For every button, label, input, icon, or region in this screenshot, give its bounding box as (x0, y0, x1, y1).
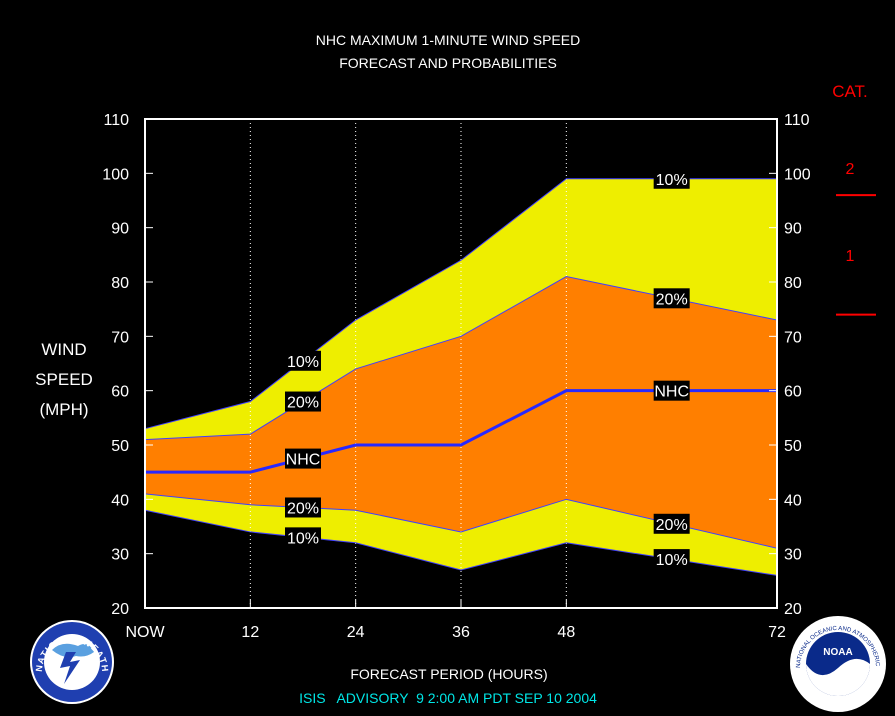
svg-text:20%: 20% (656, 517, 688, 534)
band-label-upper-10-60h: 10% (653, 168, 690, 189)
y-tick-label-right-60: 60 (784, 384, 802, 401)
y-tick-label-right-110: 110 (784, 112, 810, 129)
nhc-forecast-line (145, 389, 777, 474)
y-tick-label-right-70: 70 (784, 329, 802, 346)
vertical-gridlines (249, 119, 567, 608)
y-tick-label-right-30: 30 (784, 547, 802, 564)
band-label-nhc-60h: NHC (653, 380, 690, 401)
band-label-nhc-18h: NHC (285, 448, 321, 469)
y-axis-label-line-1: WIND (41, 340, 86, 359)
y-tick-label-left-70: 70 (111, 329, 129, 346)
x-axis-ticks: NOW 12 24 36 48 72 (125, 600, 786, 641)
line-upper-20 (144, 276, 778, 441)
x-tick-label-36: 36 (452, 624, 470, 641)
band-label-upper-10-18h: 10% (285, 350, 321, 371)
svg-text:10%: 10% (656, 172, 688, 189)
line-upper-10 (144, 178, 777, 430)
probability-bands (145, 178, 777, 576)
band-label-lower-10-18h: 10% (285, 527, 321, 548)
band-boundary-lines (144, 178, 778, 576)
band-20-percent (145, 276, 777, 549)
x-tick-label-72: 72 (768, 624, 786, 641)
svg-text:20%: 20% (656, 291, 688, 308)
y-tick-label-right-50: 50 (784, 438, 802, 455)
svg-text:NHC: NHC (286, 452, 321, 469)
x-tick-label-48: 48 (557, 624, 575, 641)
y-tick-label-right-90: 90 (784, 221, 802, 238)
svg-text:10%: 10% (287, 354, 319, 371)
category-heading: CAT. (832, 82, 868, 101)
y-tick-label-left-60: 60 (111, 384, 129, 401)
line-lower-10 (144, 509, 778, 576)
svg-text:NHC: NHC (654, 384, 689, 401)
y-tick-label-right-100: 100 (784, 166, 811, 183)
y-axis-ticks: 20 20 30 30 40 40 50 50 60 60 70 70 80 80 90 90 100 100 11… (102, 112, 811, 618)
y-tick-label-left-20: 20 (111, 601, 129, 618)
y-tick-label-left-110: 110 (103, 112, 129, 129)
y-tick-label-left-50: 50 (111, 438, 129, 455)
noaa-logo-text: NOAA (823, 647, 852, 658)
x-tick-label-0: NOW (125, 624, 165, 641)
band-label-upper-20-18h: 20% (285, 391, 321, 412)
y-axis-label-line-2: SPEED (35, 370, 93, 389)
y-axis-label-line-3: (MPH) (39, 400, 88, 419)
line-lower-20 (144, 493, 778, 549)
band-label-lower-10-60h: 10% (653, 549, 690, 570)
y-tick-label-left-90: 90 (111, 221, 129, 238)
y-tick-label-left-30: 30 (111, 547, 129, 564)
y-tick-label-right-40: 40 (784, 492, 802, 509)
advisory-line: ISIS ADVISORY 9 2:00 AM PDT SEP 10 2004 (299, 690, 597, 706)
band-label-lower-20-60h: 20% (653, 513, 690, 534)
x-axis-label: FORECAST PERIOD (HOURS) (350, 666, 547, 682)
chart-title: NHC MAXIMUM 1-MINUTE WIND SPEED (316, 32, 580, 48)
y-tick-label-right-80: 80 (784, 275, 802, 292)
band-label-upper-20-60h: 20% (653, 288, 690, 309)
x-tick-label-24: 24 (347, 624, 365, 641)
y-tick-label-left-100: 100 (102, 166, 129, 183)
band-labels: 10% 10% 20% 20% NHC NHC 20% 20% 10% 10% (285, 168, 690, 570)
chart-subtitle: FORECAST AND PROBABILITIES (339, 55, 557, 71)
category-label-1: 1 (846, 248, 855, 265)
svg-text:20%: 20% (287, 395, 319, 412)
y-tick-label-left-80: 80 (111, 275, 129, 292)
svg-text:10%: 10% (287, 530, 319, 547)
category-label-2: 2 (846, 161, 855, 178)
y-tick-label-left-40: 40 (111, 492, 129, 509)
nws-logo-ring-text: NATIONAL WEATHER SERVICE (0, 0, 110, 673)
category-scale: CAT. 1 2 (832, 82, 876, 316)
svg-text:10%: 10% (656, 552, 688, 569)
x-tick-label-12: 12 (241, 624, 259, 641)
svg-text:20%: 20% (287, 500, 319, 517)
band-label-lower-20-18h: 20% (285, 497, 321, 518)
y-tick-label-right-20: 20 (784, 601, 802, 618)
